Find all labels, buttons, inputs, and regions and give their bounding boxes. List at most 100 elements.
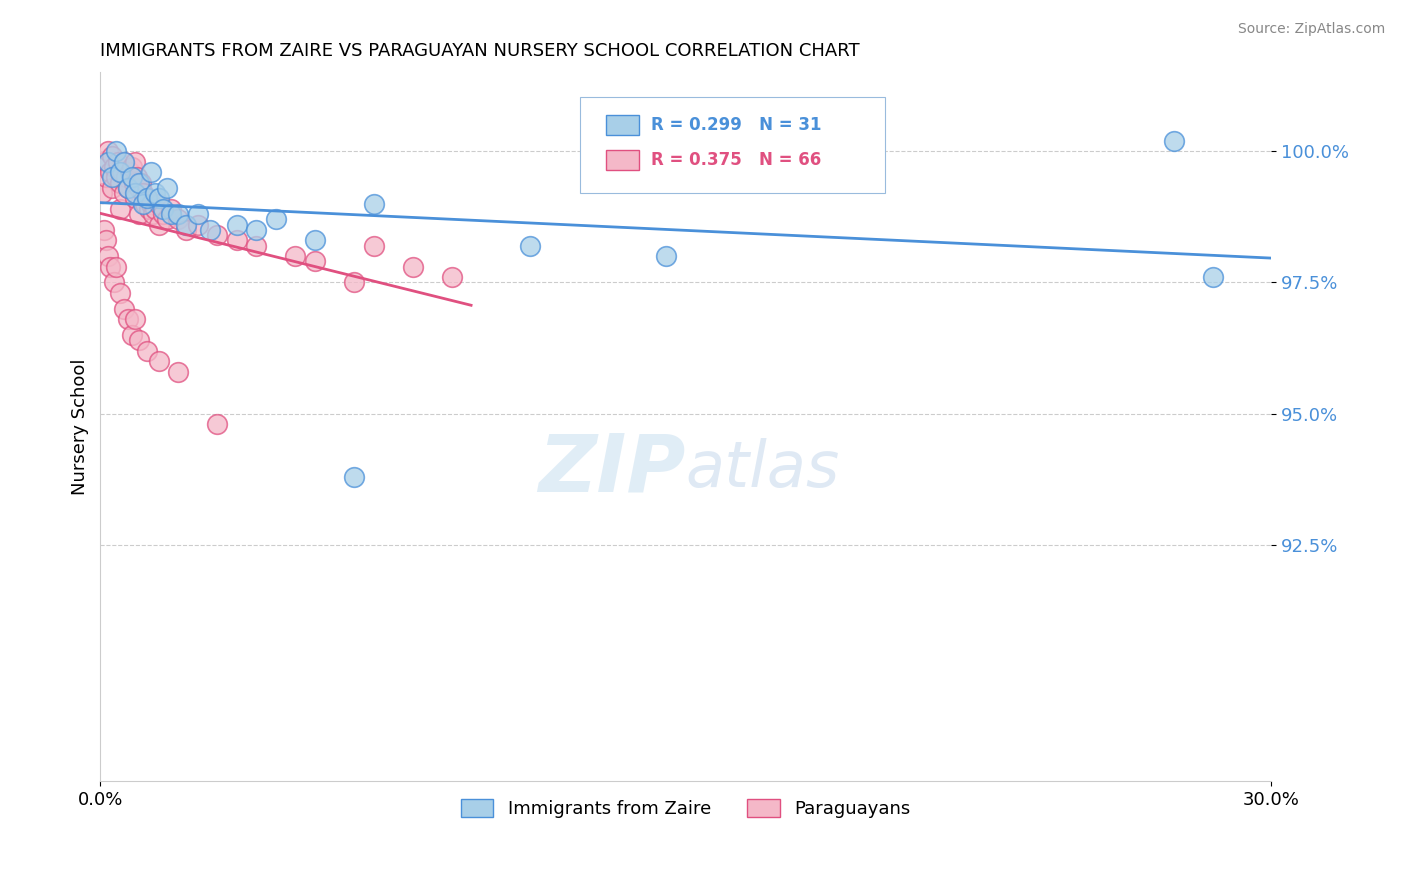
- Point: [226, 218, 249, 232]
- Point: [98, 260, 121, 274]
- Point: [143, 202, 166, 216]
- Point: [124, 191, 146, 205]
- Point: [103, 276, 125, 290]
- Point: [245, 223, 267, 237]
- Point: [108, 285, 131, 300]
- Point: [121, 170, 143, 185]
- Point: [187, 207, 209, 221]
- Point: [97, 144, 120, 158]
- Bar: [606, 151, 638, 170]
- Point: [108, 165, 131, 179]
- Point: [128, 207, 150, 221]
- Text: R = 0.299   N = 31: R = 0.299 N = 31: [651, 116, 821, 134]
- Point: [104, 170, 127, 185]
- Point: [148, 354, 170, 368]
- Point: [167, 212, 190, 227]
- Point: [139, 165, 162, 179]
- Point: [207, 417, 229, 431]
- Point: [136, 191, 159, 205]
- Point: [114, 170, 136, 185]
- Point: [121, 327, 143, 342]
- Text: Source: ZipAtlas.com: Source: ZipAtlas.com: [1237, 22, 1385, 37]
- Point: [128, 333, 150, 347]
- Point: [93, 154, 115, 169]
- Point: [343, 276, 366, 290]
- Point: [148, 191, 170, 205]
- Point: [124, 154, 146, 169]
- Point: [101, 170, 124, 185]
- Point: [122, 176, 145, 190]
- Point: [187, 218, 209, 232]
- Point: [174, 218, 197, 232]
- Point: [159, 207, 181, 221]
- Point: [343, 469, 366, 483]
- Point: [108, 176, 131, 190]
- Point: [174, 223, 197, 237]
- Point: [132, 196, 155, 211]
- Point: [143, 186, 166, 201]
- Point: [118, 165, 141, 179]
- Point: [97, 249, 120, 263]
- Point: [96, 170, 118, 185]
- Point: [124, 186, 146, 201]
- Point: [107, 154, 129, 169]
- Point: [156, 181, 179, 195]
- Point: [139, 196, 162, 211]
- Point: [131, 176, 153, 190]
- Text: IMMIGRANTS FROM ZAIRE VS PARAGUAYAN NURSERY SCHOOL CORRELATION CHART: IMMIGRANTS FROM ZAIRE VS PARAGUAYAN NURS…: [100, 42, 860, 60]
- Point: [108, 202, 131, 216]
- Point: [104, 260, 127, 274]
- Point: [112, 154, 135, 169]
- Legend: Immigrants from Zaire, Paraguayans: Immigrants from Zaire, Paraguayans: [454, 791, 918, 825]
- Point: [101, 149, 124, 163]
- Text: ZIP: ZIP: [538, 430, 686, 508]
- Point: [304, 233, 326, 247]
- Text: atlas: atlas: [686, 438, 839, 500]
- Point: [97, 154, 120, 169]
- Point: [148, 196, 170, 211]
- Point: [112, 154, 135, 169]
- Point: [1163, 134, 1185, 148]
- Point: [101, 181, 124, 195]
- Point: [401, 260, 423, 274]
- Point: [138, 202, 160, 216]
- Point: [112, 186, 135, 201]
- Point: [207, 228, 229, 243]
- Point: [152, 202, 174, 216]
- Point: [198, 223, 221, 237]
- Point: [519, 238, 541, 252]
- Point: [96, 233, 118, 247]
- Point: [121, 160, 143, 174]
- Point: [440, 270, 463, 285]
- Point: [112, 301, 135, 316]
- Point: [1201, 270, 1223, 285]
- Point: [104, 144, 127, 158]
- Point: [284, 249, 307, 263]
- Point: [304, 254, 326, 268]
- Point: [264, 212, 287, 227]
- Point: [167, 207, 190, 221]
- Point: [363, 196, 385, 211]
- Point: [128, 181, 150, 195]
- Point: [124, 312, 146, 326]
- Bar: [606, 115, 638, 135]
- Point: [117, 181, 139, 195]
- Point: [128, 176, 150, 190]
- Point: [93, 223, 115, 237]
- Point: [156, 212, 179, 227]
- Point: [98, 165, 121, 179]
- Text: R = 0.375   N = 66: R = 0.375 N = 66: [651, 152, 821, 169]
- Point: [363, 238, 385, 252]
- Point: [111, 165, 134, 179]
- Point: [103, 160, 125, 174]
- Point: [226, 233, 249, 247]
- Point: [127, 170, 149, 185]
- Point: [152, 207, 174, 221]
- Point: [245, 238, 267, 252]
- Point: [148, 218, 170, 232]
- Point: [136, 343, 159, 358]
- Point: [117, 181, 139, 195]
- FancyBboxPatch shape: [581, 97, 884, 193]
- Point: [132, 186, 155, 201]
- Point: [159, 202, 181, 216]
